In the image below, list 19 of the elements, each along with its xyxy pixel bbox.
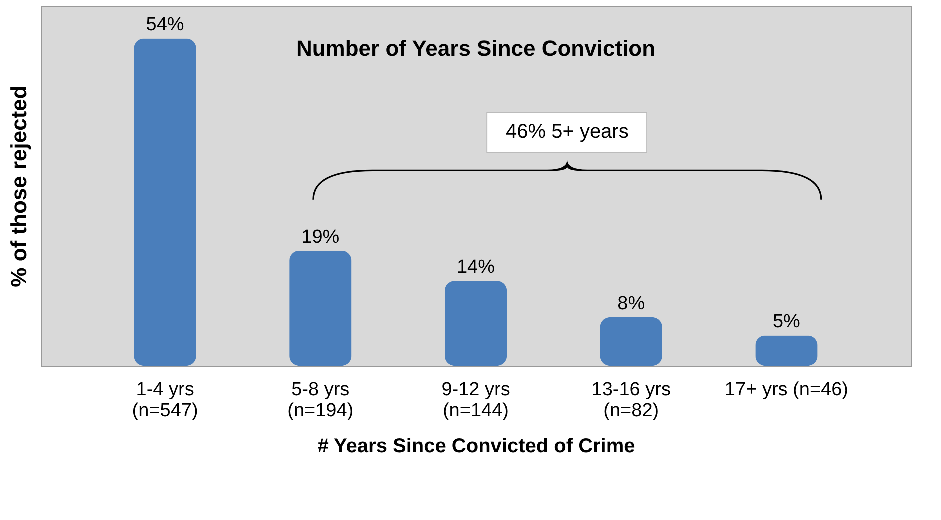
chart-title: Number of Years Since Conviction xyxy=(296,36,656,61)
x-tick-label: 9-12 yrs (n=144) xyxy=(442,380,510,422)
bar xyxy=(600,318,662,366)
data-label: 54% xyxy=(146,14,184,36)
x-tick-label: 13-16 yrs (n=82) xyxy=(592,380,671,422)
x-tick-label: 5-8 yrs (n=194) xyxy=(288,380,354,422)
x-axis-title: # Years Since Convicted of Crime xyxy=(318,436,636,458)
bar xyxy=(134,38,196,366)
bar xyxy=(444,281,508,366)
y-axis-title: % of those rejected xyxy=(6,86,32,288)
data-label: 19% xyxy=(302,226,340,248)
annotation: 46% 5+ years xyxy=(486,112,648,153)
bar xyxy=(756,336,818,366)
x-tick-label: 17+ yrs (n=46) xyxy=(724,380,849,400)
data-label: 14% xyxy=(456,257,496,278)
data-label: 8% xyxy=(618,294,646,315)
bar xyxy=(290,250,352,366)
x-tick-label: 1-4 yrs (n=547) xyxy=(132,380,198,422)
data-label: 5% xyxy=(772,312,801,333)
